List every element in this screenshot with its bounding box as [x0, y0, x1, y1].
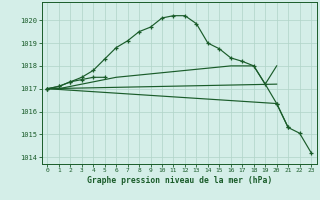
X-axis label: Graphe pression niveau de la mer (hPa): Graphe pression niveau de la mer (hPa) [87, 176, 272, 185]
